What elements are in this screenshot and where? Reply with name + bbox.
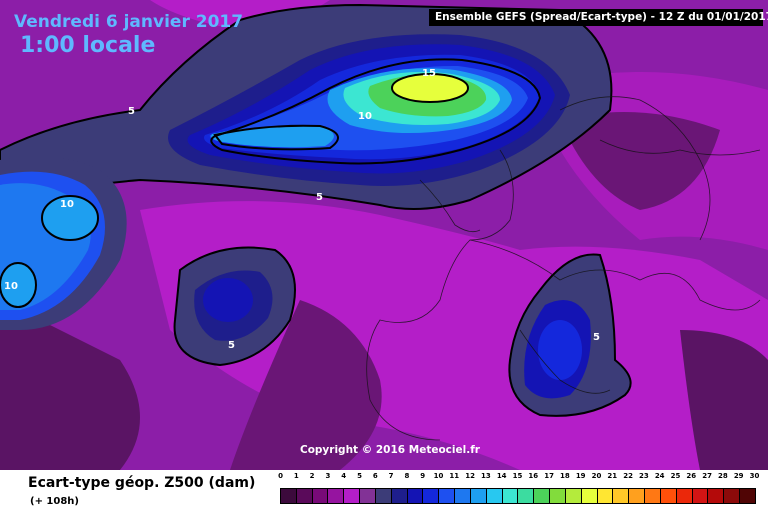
scale-swatch — [629, 489, 646, 503]
cyan-core-west — [41, 195, 99, 241]
scale-swatch — [439, 489, 456, 503]
scale-swatch — [597, 489, 614, 503]
scale-swatch — [375, 489, 392, 503]
scale-tick-label: 19 — [575, 472, 586, 480]
scale-tick-label: 17 — [544, 472, 554, 480]
scale-tick-label: 10 — [433, 472, 444, 480]
scale-tick-label: 6 — [372, 472, 378, 480]
contour-label: 5 — [128, 106, 135, 117]
scale-swatch — [391, 489, 408, 503]
scale-tick-label: 28 — [718, 472, 728, 480]
scale-swatch — [613, 489, 630, 503]
scale-swatch — [296, 489, 313, 503]
contour-label: 15 — [422, 68, 436, 79]
scale-tick-label: 5 — [357, 472, 362, 480]
blue-core-mid — [203, 278, 253, 322]
dark-purple-field — [680, 330, 768, 470]
scale-tick-label: 2 — [309, 472, 315, 480]
scale-tick-label: 22 — [623, 472, 633, 480]
scale-tick-label: 11 — [449, 472, 460, 480]
scale-swatch — [360, 489, 376, 503]
scale-swatch — [708, 489, 725, 503]
scale-swatch — [407, 489, 424, 503]
dark-purple-field — [0, 300, 140, 470]
scale-swatch — [281, 489, 297, 503]
scale-tick-label: 7 — [388, 472, 394, 480]
contour-label: 10 — [60, 199, 74, 210]
scale-tick-label: 29 — [733, 472, 744, 480]
contour-10-north — [210, 58, 542, 165]
scale-tick-label: 30 — [749, 472, 760, 480]
lead-time: (+ 108h) — [30, 496, 79, 507]
dark-purple-field — [230, 300, 382, 470]
scale-tick-label: 26 — [686, 472, 697, 480]
scale-tick-label: 13 — [481, 472, 491, 480]
scale-swatch — [486, 489, 503, 503]
scale-swatch — [692, 489, 709, 503]
blue-core-med — [538, 320, 582, 380]
scale-tick-labels: 0 1 2 3 4 5 6 7 8 9 10 11 12 13 14 15 16 17 18 19 20 21 22 23 24… — [278, 472, 759, 484]
copyright: Copyright © 2016 Meteociel.fr — [300, 444, 480, 456]
scale-tick-label: 8 — [404, 472, 410, 480]
scale-tick-label: 25 — [670, 472, 681, 480]
contour-label: 5 — [593, 332, 600, 343]
scale-swatch — [645, 489, 661, 503]
scale-tick-label: 15 — [512, 472, 523, 480]
cyan-core-west2 — [0, 262, 37, 308]
scale-swatch — [676, 489, 693, 503]
contour-label: 10 — [358, 111, 372, 122]
contour-label: 5 — [316, 192, 323, 203]
model-info: Ensemble GEFS (Spread/Ecart-type) - 12 Z… — [429, 9, 768, 26]
scale-tick-label: 27 — [702, 472, 712, 480]
contour-10-inner — [213, 124, 339, 151]
scale-tick-label: 14 — [496, 472, 507, 480]
contour-label: 5 — [228, 340, 235, 351]
scale-swatch — [455, 489, 471, 503]
scale-tick-label: 20 — [591, 472, 602, 480]
scale-swatch — [740, 489, 755, 503]
scale-swatch — [312, 489, 329, 503]
scale-swatch — [565, 489, 582, 503]
color-scale-bar — [280, 488, 756, 504]
scale-tick-label: 16 — [528, 472, 539, 480]
contour-label: 10 — [4, 281, 18, 292]
dark-purple-field — [560, 112, 720, 210]
scale-tick-label: 18 — [560, 472, 570, 480]
forecast-time: 1:00 locale — [20, 33, 156, 58]
magenta-field — [150, 0, 330, 30]
coastlines — [366, 96, 761, 441]
scale-swatch — [534, 489, 551, 503]
scale-tick-label: 3 — [325, 472, 331, 480]
parameter-title: Ecart-type géop. Z500 (dam) — [28, 475, 256, 491]
scale-swatch — [344, 489, 361, 503]
scale-swatch — [660, 489, 677, 503]
scale-tick-label: 1 — [293, 472, 299, 480]
scale-tick-label: 12 — [465, 472, 475, 480]
scale-swatch — [550, 489, 566, 503]
yellow-core — [391, 73, 469, 103]
scale-tick-label: 21 — [607, 472, 618, 480]
scale-swatch — [502, 489, 519, 503]
scale-swatch — [423, 489, 440, 503]
scale-tick-label: 23 — [639, 472, 649, 480]
forecast-date: Vendredi 6 janvier 2017 — [14, 12, 244, 32]
scale-swatch — [328, 489, 345, 503]
scale-tick-label: 0 — [278, 472, 283, 480]
scale-tick-label: 4 — [341, 472, 347, 480]
scale-tick-label: 24 — [654, 472, 665, 480]
scale-swatch — [724, 489, 741, 503]
scale-swatch — [518, 489, 535, 503]
scale-tick-label: 9 — [420, 472, 426, 480]
scale-swatch — [581, 489, 598, 503]
scale-swatch — [470, 489, 487, 503]
spread-map: 15 10 10 10 5 5 5 5 — [0, 0, 768, 470]
